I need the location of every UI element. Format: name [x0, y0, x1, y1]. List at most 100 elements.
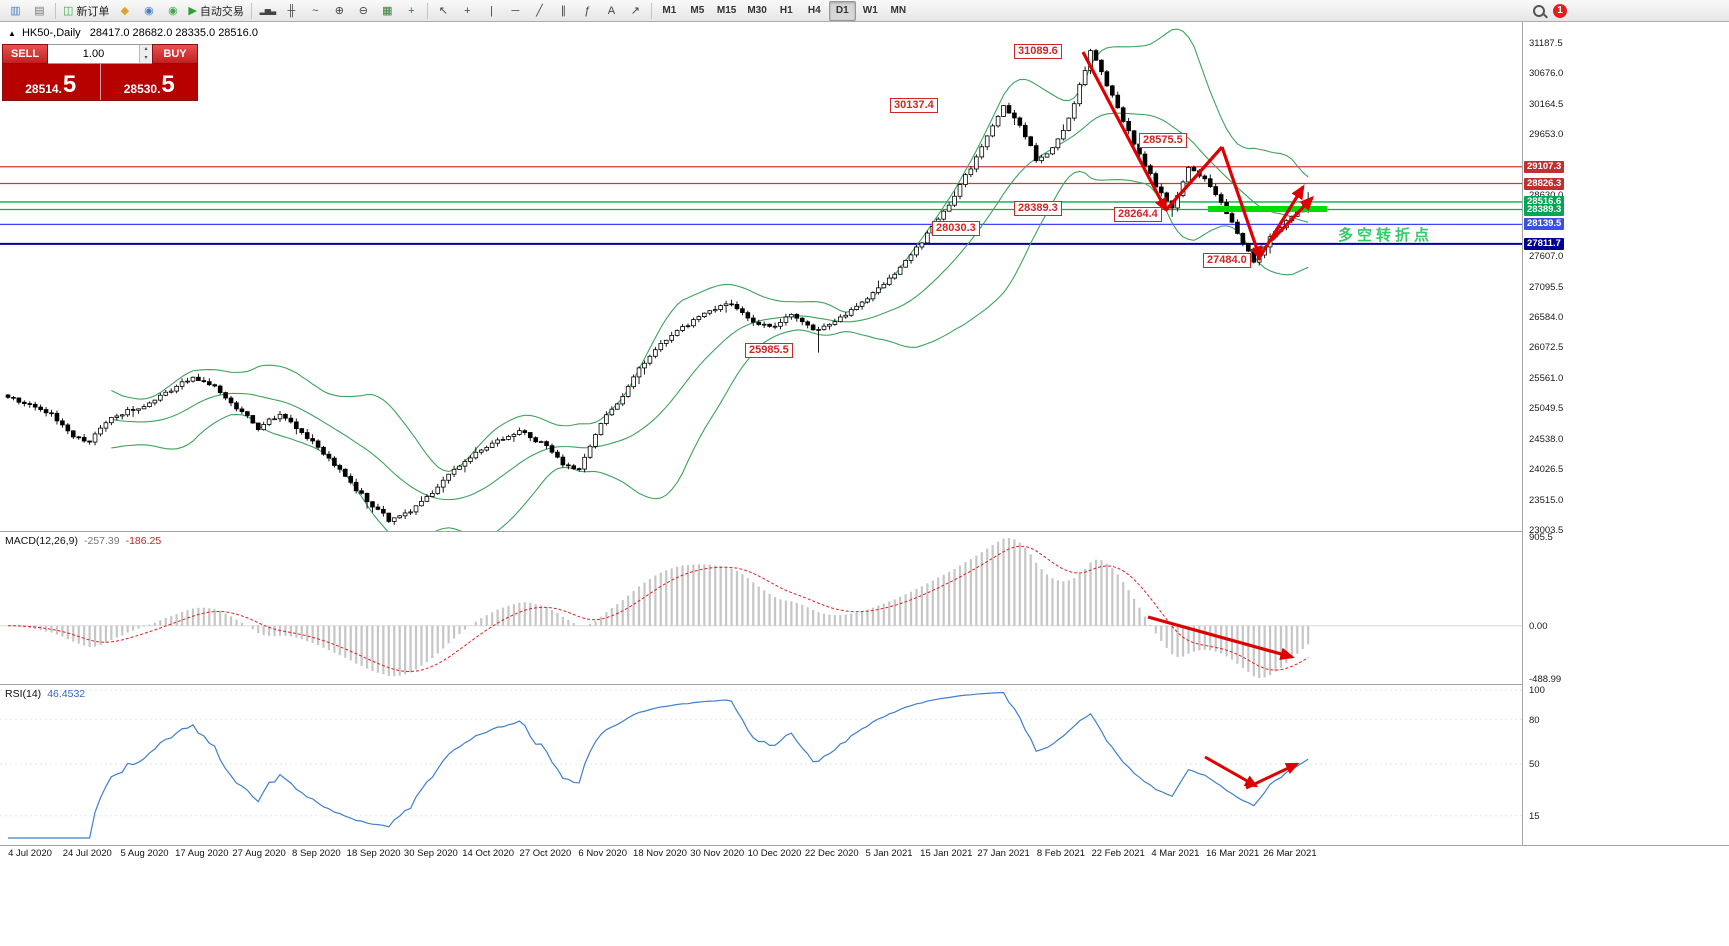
- fibonacci-icon[interactable]: ƒ: [584, 4, 591, 17]
- zoom-in-icon[interactable]: ⊕: [334, 5, 344, 17]
- help-icon[interactable]: ◉: [168, 5, 178, 17]
- rsi-axis-label: 80: [1529, 714, 1540, 726]
- buy-price[interactable]: 28530. 5: [102, 64, 198, 100]
- date-label: 5 Jan 2021: [865, 848, 913, 859]
- terminal-icon[interactable]: ◉: [144, 5, 154, 17]
- timeframe-h1[interactable]: H1: [779, 5, 793, 16]
- date-label: 8 Feb 2021: [1036, 848, 1085, 859]
- buy-price-big-digit: 5: [161, 71, 175, 98]
- timeframe-m1[interactable]: M1: [662, 5, 677, 16]
- timeframe-group: M1 M5 M15 M30 H1 H4 D1 W1 MN: [656, 0, 912, 21]
- macd-axis-label: 0.00: [1529, 620, 1548, 632]
- funds-icon[interactable]: ◆: [120, 5, 130, 17]
- time-axis-separator: [0, 845, 1729, 846]
- timeframe-d1[interactable]: D1: [828, 0, 856, 21]
- line-chart-icon[interactable]: ~: [312, 4, 319, 17]
- one-click-trading-panel: SELL 1.00 ▴ ▾ BUY 28514. 5 28530. 5: [2, 44, 198, 101]
- search-icon[interactable]: [1533, 4, 1545, 17]
- buy-button[interactable]: BUY: [152, 44, 198, 64]
- indicators-icon[interactable]: +: [408, 4, 415, 17]
- macd-label: MACD(12,26,9) -257.39 -186.25: [5, 535, 161, 547]
- price-axis-label: 25049.5: [1529, 403, 1564, 415]
- timeframe-m5[interactable]: M5: [690, 5, 705, 16]
- bar-chart-icon[interactable]: ▂▅▃: [259, 6, 276, 15]
- price-axis-label: 27607.0: [1529, 251, 1564, 263]
- timeframe-h4[interactable]: H4: [807, 5, 821, 16]
- price-tag: 29107.3: [1524, 160, 1565, 173]
- ohlc-values: 28417.0 28682.0 28335.0 28516.0: [89, 27, 258, 39]
- date-label: 22 Dec 2020: [804, 848, 859, 859]
- date-label: 27 Jan 2021: [977, 848, 1030, 859]
- date-label: 14 Oct 2020: [462, 848, 515, 859]
- date-label: 30 Nov 2020: [690, 848, 745, 859]
- panel-separator[interactable]: [0, 684, 1729, 685]
- sell-price[interactable]: 28514. 5: [3, 64, 99, 100]
- rsi-value: 46.4532: [47, 688, 86, 700]
- volume-up-button[interactable]: ▴: [140, 45, 152, 54]
- quote-line: ▲ HK50-,Daily 28417.0 28682.0 28335.0 28…: [8, 27, 258, 39]
- price-tag: 28139.5: [1524, 218, 1565, 231]
- horizontal-line-icon[interactable]: ─: [511, 4, 520, 17]
- macd-canvas[interactable]: [0, 532, 1522, 684]
- panel-separator[interactable]: [0, 531, 1729, 532]
- toolbar-separator: [55, 2, 56, 19]
- time-axis[interactable]: 4 Jul 2020 24 Jul 2020 5 Aug 2020 17 Aug 20…: [0, 848, 1522, 862]
- symbol-name: HK50-,Daily: [21, 27, 81, 39]
- date-label: 5 Aug 2020: [120, 848, 169, 859]
- cursor-icon[interactable]: ↖: [438, 5, 448, 17]
- new-chart-icon[interactable]: ▥: [10, 5, 21, 17]
- volume-down-button[interactable]: ▾: [140, 54, 152, 63]
- sell-button[interactable]: SELL: [2, 44, 48, 64]
- text-icon[interactable]: A: [607, 4, 616, 17]
- new-order-icon: ◫: [63, 5, 74, 17]
- rsi-canvas[interactable]: [0, 685, 1522, 845]
- date-label: 15 Jan 2021: [920, 848, 973, 859]
- timeframe-m15[interactable]: M15: [716, 5, 737, 16]
- timeframe-w1[interactable]: W1: [862, 5, 878, 16]
- macd-name: MACD(12,26,9): [5, 535, 78, 547]
- crosshair-icon[interactable]: +: [464, 4, 471, 17]
- autotrading-button[interactable]: ▶ 自动交易: [185, 1, 246, 21]
- trendline-icon[interactable]: ╱: [536, 5, 543, 17]
- rsi-axis-label: 15: [1529, 810, 1540, 822]
- price-axis-label: 23003.5: [1529, 525, 1564, 536]
- turning-point-note[interactable]: 多空转折点: [1338, 227, 1434, 244]
- main-chart-canvas[interactable]: [0, 22, 1522, 531]
- rsi-axis-label: 50: [1529, 759, 1540, 770]
- profiles-icon[interactable]: ▤: [34, 5, 45, 17]
- date-label: 4 Mar 2021: [1151, 848, 1200, 859]
- arrows-icon[interactable]: ↗: [630, 5, 640, 17]
- candlestick-icon[interactable]: ╫: [287, 4, 296, 17]
- price-tag: 28826.3: [1524, 177, 1565, 190]
- new-order-button[interactable]: ◫ 新订单: [60, 1, 112, 21]
- price-axis-border: [1522, 22, 1523, 845]
- rsi-name: RSI(14): [5, 688, 42, 700]
- autotrading-play-icon: ▶: [188, 5, 197, 17]
- date-label: 30 Sep 2020: [403, 848, 458, 859]
- price-axis-label: 26584.0: [1529, 311, 1564, 323]
- price-tag: 27811.7: [1524, 237, 1564, 250]
- notification-badge[interactable]: 1: [1553, 3, 1567, 18]
- tile-windows-icon[interactable]: ▦: [382, 5, 393, 17]
- date-label: 27 Oct 2020: [519, 848, 572, 859]
- date-label: 16 Mar 2021: [1205, 848, 1260, 859]
- date-label: 4 Jul 2020: [8, 848, 52, 859]
- vertical-line-icon[interactable]: |: [489, 4, 493, 17]
- volume-value[interactable]: 1.00: [82, 48, 105, 60]
- timeframe-m30[interactable]: M30: [747, 5, 767, 16]
- price-divider: [99, 64, 101, 100]
- toolbar-separator: [250, 2, 252, 19]
- volume-field[interactable]: 1.00 ▴ ▾: [48, 44, 152, 64]
- date-label: 8 Sep 2020: [292, 848, 341, 859]
- date-label: 26 Mar 2021: [1263, 848, 1317, 859]
- timeframe-mn[interactable]: MN: [890, 5, 907, 16]
- sell-price-big-digit: 5: [62, 71, 77, 98]
- rsi-label: RSI(14) 46.4532: [5, 688, 85, 700]
- price-axis-label: 28630.0: [1529, 190, 1563, 201]
- price-axis-label: 26072.5: [1529, 342, 1564, 354]
- date-label: 17 Aug 2020: [175, 848, 229, 859]
- date-label: 10 Dec 2020: [747, 848, 802, 859]
- zoom-out-icon[interactable]: ⊖: [358, 5, 368, 17]
- price-axis-label: 30676.0: [1529, 68, 1564, 80]
- channel-icon[interactable]: ∥: [560, 5, 567, 17]
